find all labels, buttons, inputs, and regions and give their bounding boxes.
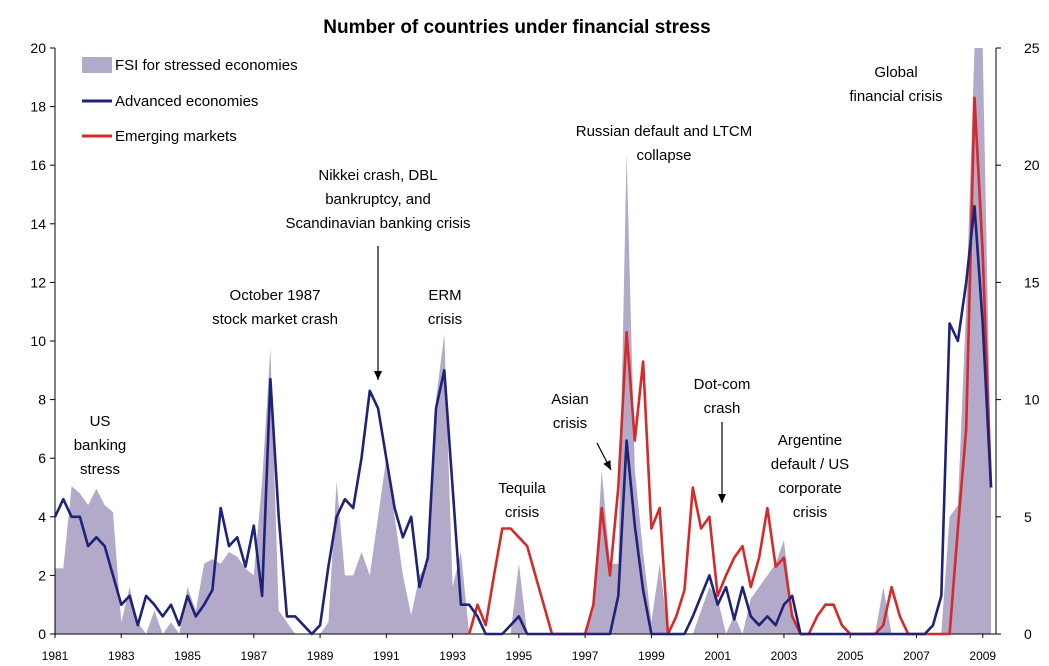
x-tick-label: 2009 [969, 649, 996, 663]
y-tick-label: 2 [38, 567, 46, 583]
y-tick-label: 12 [30, 274, 46, 290]
annotation-label: Global financial crisis [849, 64, 942, 105]
advanced-economies-line [53, 204, 993, 636]
y2-tick-label: 5 [1024, 509, 1032, 525]
annotation-label: US banking stress [74, 413, 127, 478]
y-tick-label: 4 [38, 509, 46, 525]
legend-label: FSI for stressed economies [115, 57, 298, 74]
x-tick-label: 1993 [439, 649, 466, 663]
legend: FSI for stressed economies Advanced econo… [82, 57, 298, 145]
series-lines [53, 96, 993, 636]
annotation-label: Tequila crisis [498, 480, 546, 521]
chart-title: Number of countries under financial stre… [323, 17, 710, 38]
y2-tick-label: 25 [1024, 40, 1040, 56]
annotation-label: October 1987 stock market crash [212, 287, 338, 328]
x-tick-label: 1983 [108, 649, 135, 663]
y2-tick-label: 15 [1024, 274, 1040, 290]
x-tick-label: 2001 [704, 649, 731, 663]
x-tick-label: 1999 [638, 649, 665, 663]
y-tick-label: 14 [30, 216, 46, 232]
x-tick-label: 1987 [240, 649, 267, 663]
x-tick-label: 1981 [42, 649, 69, 663]
y-tick-label: 6 [38, 450, 46, 466]
y-tick-label: 10 [30, 333, 46, 349]
legend-swatch-fsi [82, 57, 112, 73]
x-tick-label: 1985 [174, 649, 201, 663]
y-tick-label: 0 [38, 626, 46, 642]
x-tick-label: 2005 [837, 649, 864, 663]
legend-label: Advanced economies [115, 93, 258, 110]
annotations: US banking stress October 1987 stock market … [74, 64, 943, 521]
x-tick-label: 1997 [572, 649, 599, 663]
annotation-label: ERM crisis [428, 287, 462, 328]
annotation-arrowhead [374, 371, 382, 380]
y-tick-label: 20 [30, 40, 46, 56]
annotation-arrowhead [603, 460, 611, 470]
annotation-label: Nikkei crash, DBL bankruptcy, and Scandina… [285, 167, 470, 232]
x-tick-label: 2007 [903, 649, 930, 663]
emerging-markets-line [467, 96, 993, 636]
annotation-label: Russian default and LTCM collapse [576, 123, 752, 164]
y2-tick-label: 0 [1024, 626, 1032, 642]
y2-tick-label: 10 [1024, 392, 1040, 408]
x-tick-label: 1991 [373, 649, 400, 663]
annotation-arrowhead [718, 494, 726, 503]
legend-label: Emerging markets [115, 128, 237, 145]
x-tick-label: 2003 [771, 649, 798, 663]
y-tick-label: 8 [38, 392, 46, 408]
annotation-label: Dot-com crash [694, 376, 751, 417]
y2-tick-label: 20 [1024, 157, 1040, 173]
y-tick-label: 16 [30, 157, 46, 173]
x-tick-label: 1995 [506, 649, 533, 663]
annotation-label: Asian crisis [551, 391, 589, 432]
annotation-label: Argentine default / US corporate crisis [771, 432, 849, 521]
y-tick-label: 18 [30, 99, 46, 115]
x-tick-label: 1989 [307, 649, 334, 663]
